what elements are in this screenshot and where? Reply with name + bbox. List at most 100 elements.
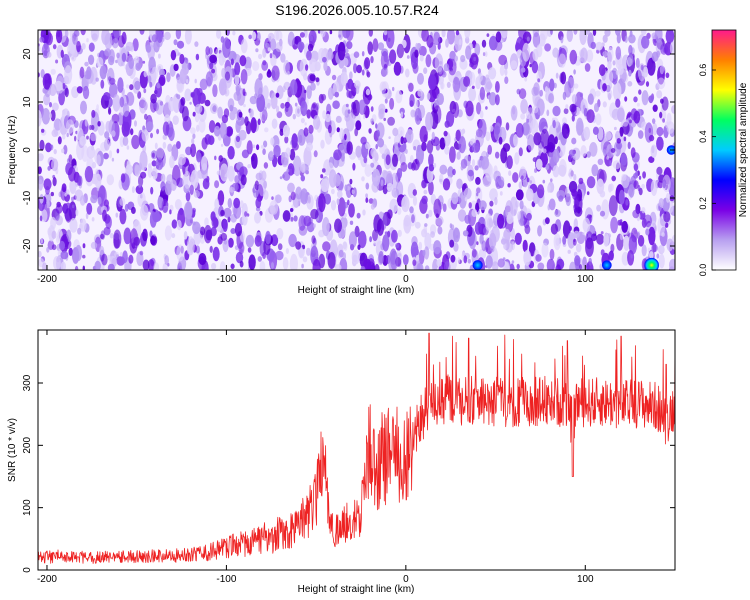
heatmap-cell (405, 68, 410, 78)
heatmap-cell (495, 81, 500, 93)
heatmap-cell (647, 57, 656, 76)
heatmap-cell (209, 62, 214, 70)
heatmap-cell (46, 51, 52, 58)
colorbar-tick-label: 0.0 (698, 264, 708, 277)
heatmap-cell (635, 170, 638, 177)
heatmap-cell (314, 61, 321, 72)
heatmap-cell (618, 189, 625, 205)
heatmap-cell (449, 239, 455, 248)
heatmap-cell (654, 30, 663, 43)
heatmap-cell (505, 239, 514, 253)
heatmap-cell (161, 199, 169, 214)
snr-y-axis-label: SNR (10 * v/v) (7, 418, 18, 482)
heatmap-cell (571, 137, 577, 145)
heatmap-cell (648, 127, 652, 134)
heatmap-cell (602, 83, 607, 92)
heatmap-cell (39, 36, 45, 43)
heatmap-cell (552, 105, 561, 117)
heatmap-cell (395, 90, 403, 104)
heatmap-cell (271, 118, 278, 129)
heatmap-cell (494, 125, 501, 135)
heatmap-cell (528, 242, 536, 257)
heatmap-cell (212, 106, 216, 112)
heatmap-cell (162, 141, 167, 149)
heatmap-cell (99, 65, 107, 80)
heatmap-cell (428, 74, 437, 90)
heatmap-cell (389, 198, 399, 214)
heatmap-cell (573, 83, 579, 89)
heatmap-cell (288, 233, 297, 248)
heatmap-cell (186, 79, 189, 84)
heatmap-cell (252, 144, 256, 149)
heatmap-cell (433, 198, 442, 218)
heatmap-cell (233, 197, 241, 209)
heatmap-cell (661, 96, 669, 111)
heatmap-cell (605, 69, 614, 85)
heatmap-cell (454, 55, 458, 62)
heatmap-cell (571, 94, 578, 104)
heatmap-cell (537, 78, 541, 83)
heatmap-cell (648, 226, 656, 246)
heatmap-cell (124, 203, 129, 212)
heatmap-cell (623, 235, 630, 251)
heatmap-cell (587, 93, 594, 105)
heatmap-cell (368, 30, 373, 37)
heatmap-cell (240, 38, 248, 54)
heatmap-cell (126, 84, 129, 89)
heatmap-cell (49, 112, 52, 119)
heatmap-cell (640, 30, 647, 36)
heatmap-cell (495, 151, 500, 159)
snr-series-line (38, 332, 675, 564)
heatmap-cell (582, 217, 591, 233)
heatmap-cell (656, 50, 660, 58)
heatmap-cell (546, 258, 555, 270)
figure-title: S196.2026.005.10.57.R24 (275, 2, 439, 18)
heatmap-cell (378, 211, 384, 219)
heatmap-cell (119, 208, 127, 225)
heatmap-cell (663, 211, 671, 223)
heatmap-cell (164, 225, 172, 241)
heatmap-cell (300, 100, 308, 117)
heatmap-cell (456, 178, 463, 190)
heatmap-cell (365, 182, 370, 190)
heatmap-cell (62, 82, 66, 90)
heatmap-cell (563, 108, 569, 115)
heatmap-cell (471, 142, 481, 153)
heatmap-cell (320, 174, 324, 179)
heatmap-cell (451, 192, 459, 205)
heatmap-cell (406, 55, 410, 59)
heatmap-cell (311, 235, 316, 244)
heatmap-cell (212, 84, 218, 98)
heatmap-cell (390, 250, 399, 270)
heatmap-cell (273, 144, 281, 158)
heatmap-cell (306, 109, 312, 119)
heatmap-cell (345, 82, 349, 91)
heatmap-cell (462, 230, 469, 237)
heatmap-cell (346, 41, 353, 50)
heatmap-cell (140, 204, 149, 221)
heatmap-cell (468, 71, 476, 86)
heatmap-cell (560, 71, 567, 85)
heatmap-cell (612, 160, 621, 170)
heatmap-cell (49, 102, 52, 108)
heatmap-cell (596, 233, 605, 245)
heatmap-cell (478, 248, 487, 260)
heatmap-cell (251, 153, 258, 169)
heatmap-cell (657, 180, 664, 189)
heatmap-cell (168, 127, 175, 142)
heatmap-cell (282, 171, 291, 181)
heatmap-cell (84, 61, 89, 67)
heatmap-cell (65, 119, 75, 134)
heatmap-cell (352, 99, 360, 117)
heatmap-cell (382, 234, 390, 252)
heatmap-cell (629, 30, 633, 38)
heatmap-cell (403, 34, 411, 54)
heatmap-cell (621, 118, 629, 127)
heatmap-cell (63, 144, 68, 155)
heatmap-cell (160, 181, 166, 191)
heatmap-cell (550, 178, 553, 183)
heatmap-cell (68, 154, 73, 164)
heatmap-cell (522, 42, 530, 62)
heatmap-cell (518, 51, 522, 56)
heatmap-cell (656, 166, 663, 175)
